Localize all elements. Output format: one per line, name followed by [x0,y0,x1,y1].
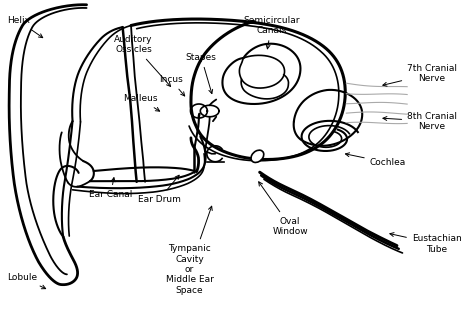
Text: Stapes: Stapes [186,53,217,93]
Text: Auditory
Ossicles: Auditory Ossicles [114,35,171,86]
Text: Oval
Window: Oval Window [259,182,308,236]
Text: Helix: Helix [7,16,43,38]
Ellipse shape [251,150,264,162]
Text: Cochlea: Cochlea [345,153,406,167]
Text: Eustachian
Tube: Eustachian Tube [390,233,461,254]
Text: 8th Cranial
Nerve: 8th Cranial Nerve [383,112,457,131]
Text: Lobule: Lobule [7,273,46,289]
Text: Ear Canal: Ear Canal [89,178,132,199]
Text: 7th Cranial
Nerve: 7th Cranial Nerve [383,64,457,86]
Text: Ear Drum: Ear Drum [138,175,181,204]
Text: Tympanic
Cavity
or
Middle Ear
Space: Tympanic Cavity or Middle Ear Space [166,206,213,295]
Text: Semicircular
Canals: Semicircular Canals [243,16,300,49]
Text: Incus: Incus [159,75,185,96]
Text: Malleus: Malleus [123,94,160,111]
